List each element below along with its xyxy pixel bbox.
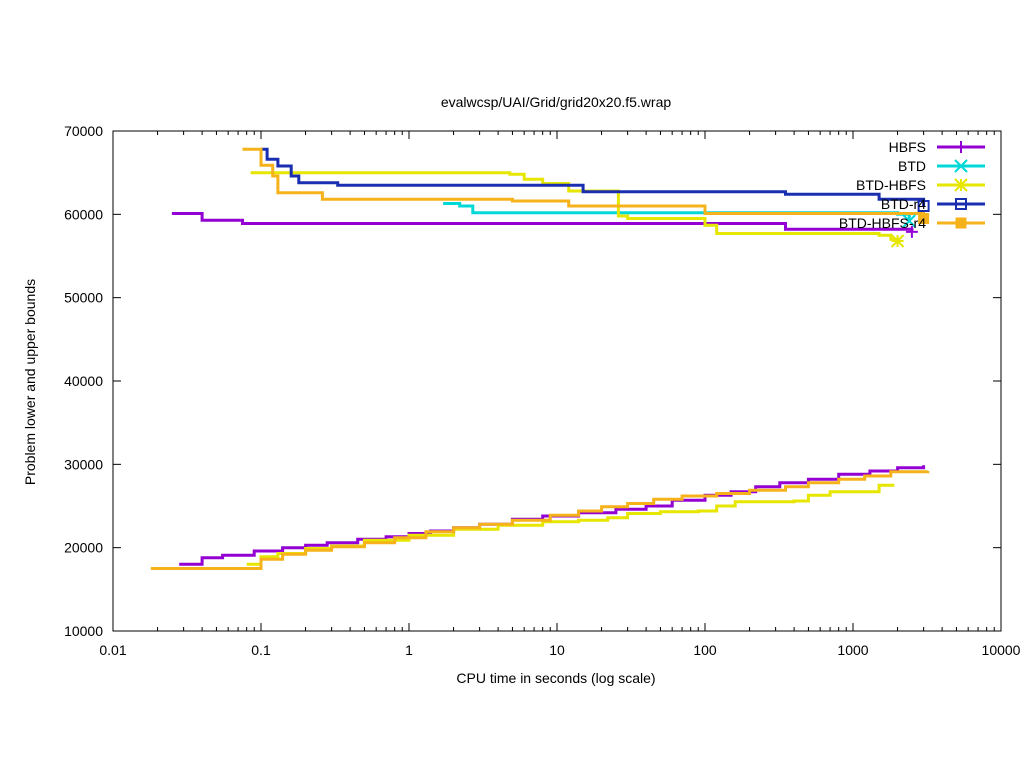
x-tick-label: 1000 xyxy=(837,642,868,658)
legend-marker-btd-hbfs-r4 xyxy=(955,217,967,229)
legend-label-btd-r4: BTD-r4 xyxy=(881,196,926,212)
series-line-hbfs-upper xyxy=(171,212,914,232)
y-tick-label: 40000 xyxy=(64,373,103,389)
legend-label-hbfs: HBFS xyxy=(889,139,926,155)
x-tick-label: 0.1 xyxy=(251,642,271,658)
y-axis-label: Problem lower and upper bounds xyxy=(22,279,38,485)
series-end-marker-btd xyxy=(902,214,916,228)
series-end-marker-btd-r4 xyxy=(917,200,930,212)
legend-label-btd-hbfs: BTD-HBFS xyxy=(856,177,926,193)
x-tick-label: 0.01 xyxy=(99,642,126,658)
x-axis-tick-labels: 0.01 0.1 1 10 100 1000 10000 xyxy=(99,642,1020,658)
y-tick-label: 50000 xyxy=(64,290,103,306)
series-line-btd-hbfs-upper xyxy=(250,171,900,241)
legend-marker-btd-r4 xyxy=(955,198,967,210)
legend-label-btd: BTD xyxy=(898,158,926,174)
legend: HBFS BTD BTD-HBFS BTD-r4 BTD-HBFS-r4 xyxy=(839,139,985,231)
y-axis-tick-labels: 10000 20000 30000 40000 50000 60000 70000 xyxy=(64,123,103,639)
x-tick-label: 10000 xyxy=(982,642,1021,658)
x-axis-label: CPU time in seconds (log scale) xyxy=(456,670,655,686)
series-end-marker-hbfs xyxy=(905,225,918,238)
legend-label-btd-hbfs-r4: BTD-HBFS-r4 xyxy=(839,215,926,231)
series-line-btd-r4-upper xyxy=(261,147,926,206)
chart-title: evalwcsp/UAI/Grid/grid20x20.f5.wrap xyxy=(441,94,672,110)
y-tick-label: 60000 xyxy=(64,206,103,222)
y-tick-label: 20000 xyxy=(64,540,103,556)
series-line-btd-hbfs-lower xyxy=(246,483,895,566)
series-end-marker-btd-hbfs xyxy=(890,234,905,248)
x-tick-label: 100 xyxy=(693,642,717,658)
plot-frame xyxy=(112,130,1002,632)
x-tick-label: 10 xyxy=(549,642,565,658)
series-line-btd-hbfs-r4-upper xyxy=(242,147,926,219)
series-line-btd-hbfs-r4-lower xyxy=(150,470,930,570)
series-lines xyxy=(150,147,930,570)
legend-marker-btd xyxy=(954,159,968,173)
y-tick-label: 70000 xyxy=(64,123,103,139)
legend-marker-hbfs xyxy=(955,141,967,153)
y-tick-label: 30000 xyxy=(64,456,103,472)
series-end-marker-btd-hbfs-r4 xyxy=(918,213,930,224)
legend-marker-btd-hbfs xyxy=(954,178,968,192)
x-tick-label: 1 xyxy=(405,642,413,658)
y-tick-label: 10000 xyxy=(64,623,103,639)
